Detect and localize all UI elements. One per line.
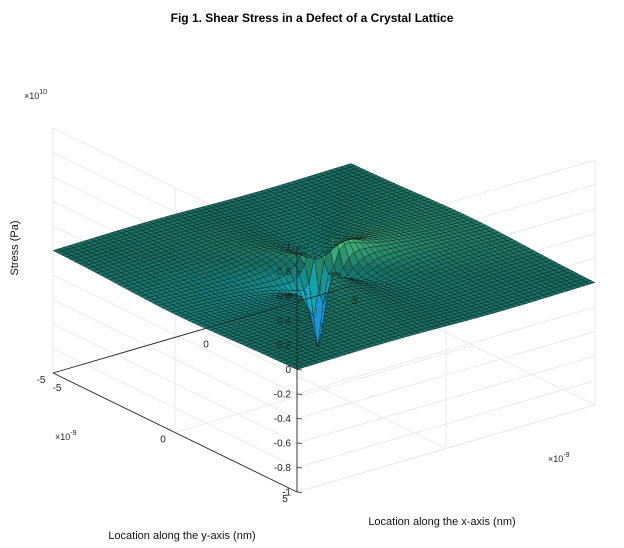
- z-tick-label: -0.8: [274, 463, 292, 474]
- chart-title: Fig 1. Shear Stress in a Defect of a Cry…: [171, 11, 454, 25]
- z-tick-mark: [296, 418, 303, 420]
- axis-ticks: -1 -0.8 -0.6 -0.4 -0.2 0 0.2 0.4 0.6 0.8 1 -5 0 5 -5 0 5: [37, 243, 359, 506]
- z-tick-label: 0: [285, 365, 291, 376]
- z-tick-label: -0.6: [274, 439, 292, 450]
- x-multiplier: ×10-9: [548, 452, 570, 464]
- x-multiplier-exponent: -9: [563, 452, 569, 459]
- y-axis-line: [52, 372, 298, 493]
- surface-face: [52, 248, 64, 253]
- z-tick-mark: [296, 467, 303, 469]
- z-tick-mark: [296, 246, 303, 248]
- z-tick-label: 1: [285, 243, 291, 254]
- z-tick-label: 0.2: [277, 341, 291, 352]
- z-multiplier-exponent: 10: [39, 89, 47, 96]
- x-tick-label: 5: [352, 296, 358, 307]
- x-axis-label: Location along the x-axis (nm): [368, 516, 515, 528]
- x-tick-label: -5: [53, 383, 62, 394]
- z-tick-label: -0.4: [274, 414, 292, 425]
- y-tick-label: 5: [282, 494, 288, 505]
- svg-text:×10-9: ×10-9: [55, 430, 77, 442]
- z-tick-mark: [296, 393, 303, 395]
- svg-text:×1010: ×1010: [24, 89, 47, 101]
- z-multiplier: ×1010: [24, 89, 47, 101]
- z-axis-label: Stress (Pa): [9, 220, 21, 275]
- z-multiplier-base: ×10: [24, 91, 39, 101]
- x-axis-line: [52, 285, 352, 374]
- z-tick-mark: [296, 295, 303, 297]
- y-axis-label: Location along the y-axis (nm): [108, 530, 255, 542]
- z-tick-mark: [296, 369, 303, 371]
- y-multiplier: ×10-9: [55, 430, 77, 442]
- y-tick-label: 0: [160, 435, 166, 446]
- z-tick-label: 0.8: [277, 267, 291, 278]
- z-tick-mark: [296, 271, 303, 273]
- y-multiplier-exponent: -9: [70, 430, 76, 437]
- svg-text:×10-9: ×10-9: [548, 452, 570, 464]
- x-multiplier-base: ×10: [548, 454, 563, 464]
- z-tick-label: 0.4: [277, 316, 291, 327]
- z-tick-mark: [296, 320, 303, 322]
- z-tick-label: -0.2: [274, 390, 292, 401]
- z-tick-label: -1: [282, 488, 291, 499]
- z-tick-mark: [296, 442, 303, 444]
- y-tick-label: -5: [37, 375, 46, 386]
- z-tick-mark: [296, 491, 303, 493]
- x-tick-label: 0: [203, 340, 209, 351]
- y-multiplier-base: ×10: [55, 432, 70, 442]
- z-tick-mark: [296, 344, 303, 346]
- z-tick-label: 0.6: [277, 292, 291, 303]
